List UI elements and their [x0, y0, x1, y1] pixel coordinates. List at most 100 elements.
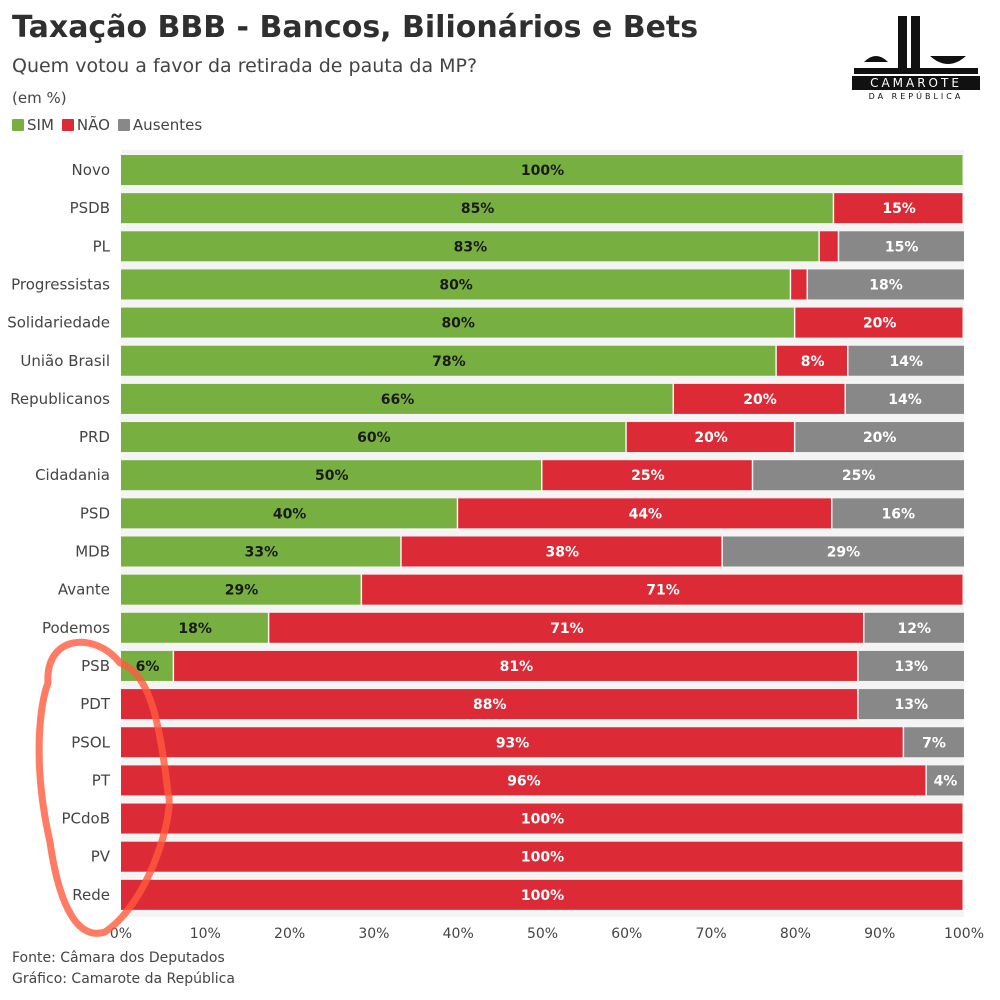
data-label: 29% [827, 545, 861, 561]
legend-label-ausentes: Ausentes [132, 116, 203, 134]
category-label: PL [93, 237, 111, 255]
bar-segment-não [121, 689, 858, 720]
bar-segment-não [776, 345, 848, 376]
legend-label-nao: NÃO [76, 116, 110, 134]
plot-background [121, 150, 964, 917]
bar-segment-sim [121, 383, 673, 414]
category-label: MDB [75, 543, 110, 561]
data-label: 100% [521, 850, 564, 866]
bar-segment-ausentes [858, 689, 964, 720]
data-label: 100% [521, 163, 564, 179]
credit-note: Gráfico: Camarote da República [12, 971, 235, 987]
bar-segment-sim [121, 612, 268, 643]
bar-segment-não [362, 574, 963, 605]
x-tick-label: 10% [190, 926, 221, 942]
data-label: 25% [631, 468, 665, 484]
category-label: PV [91, 848, 111, 866]
category-label: União Brasil [20, 352, 110, 370]
bar-segment-ausentes [864, 612, 964, 643]
bar-segment-não [626, 422, 794, 453]
legend-label-sim: SIM [27, 116, 54, 134]
camarote-logo: CAMAROTE DA REPÚBLICA [848, 12, 984, 101]
bar-segment-não [791, 269, 807, 300]
bar-segment-sim [121, 193, 833, 224]
x-tick-label: 100% [944, 926, 984, 942]
data-label: 66% [381, 392, 415, 408]
data-label: 100% [521, 812, 564, 828]
data-label: 18% [869, 277, 903, 293]
chart-unit: (em %) [12, 89, 67, 107]
data-label: 81% [500, 659, 534, 675]
bar-segment-ausentes [848, 345, 964, 376]
data-label: 12% [898, 621, 932, 637]
data-label: 88% [473, 697, 507, 713]
category-label: Novo [72, 161, 110, 179]
bar-segment-ausentes [926, 765, 964, 796]
bar-segment-não [121, 841, 963, 872]
data-label: 100% [521, 888, 564, 904]
category-label: PSB [81, 657, 110, 675]
data-label: 7% [922, 735, 946, 751]
data-label: 15% [882, 201, 916, 217]
data-label: 29% [225, 583, 259, 599]
bar-segment-não [121, 727, 903, 758]
data-label: 13% [895, 697, 929, 713]
bar-segment-não [174, 650, 858, 681]
data-label: 4% [934, 773, 958, 789]
legend-item-sim: SIM [12, 116, 54, 134]
source-note: Fonte: Câmara dos Deputados [12, 950, 225, 966]
bar-segment-não [121, 879, 963, 910]
data-label: 80% [441, 316, 475, 332]
category-label: Podemos [42, 619, 110, 637]
annotation-circle [35, 638, 173, 937]
bar-segment-sim [121, 231, 819, 262]
bar-segment-não [819, 231, 838, 262]
data-label: 18% [178, 621, 212, 637]
bar-segment-sim [121, 307, 794, 338]
bar-segment-ausentes [832, 498, 964, 529]
data-label: 14% [889, 354, 923, 370]
legend-swatch-ausentes [117, 119, 130, 131]
bar-segment-não [834, 193, 963, 224]
category-label: PT [92, 771, 111, 789]
data-label: 16% [881, 506, 915, 522]
category-label: PSOL [71, 733, 110, 751]
logo-main-text: CAMAROTE [852, 76, 980, 90]
bar-segment-não [121, 803, 963, 834]
x-tick-label: 0% [110, 926, 132, 942]
x-tick-label: 90% [864, 926, 895, 942]
legend-swatch-sim [12, 119, 24, 131]
logo-sub-text: DA REPÚBLICA [868, 92, 964, 101]
category-label: PSD [80, 504, 110, 522]
data-label: 6% [136, 659, 160, 675]
data-label: 60% [357, 430, 391, 446]
category-label: Rede [72, 886, 110, 904]
bar-segment-não [458, 498, 831, 529]
data-label: 50% [315, 468, 349, 484]
data-label: 20% [863, 316, 897, 332]
category-label: Republicanos [10, 390, 110, 408]
category-label: Solidariedade [7, 314, 110, 332]
bar-segment-sim [121, 155, 963, 185]
bar-segment-ausentes [858, 650, 964, 681]
data-label: 96% [507, 773, 541, 789]
legend-swatch-nao [61, 119, 74, 131]
bar-segment-sim [121, 345, 776, 376]
data-label: 40% [273, 506, 307, 522]
category-label: PDT [80, 695, 111, 713]
chart-subtitle: Quem votou a favor da retirada de pauta … [12, 55, 478, 77]
legend-item-nao: NÃO [61, 116, 110, 134]
x-tick-label: 50% [527, 926, 558, 942]
x-tick-label: 80% [780, 926, 811, 942]
chart-legend: SIM NÃO Ausentes [12, 116, 202, 134]
data-label: 71% [550, 621, 584, 637]
category-label: PRD [79, 428, 110, 446]
bar-segment-sim [121, 422, 626, 453]
data-label: 13% [895, 659, 929, 675]
data-label: 38% [546, 545, 580, 561]
bar-segment-sim [121, 498, 457, 529]
data-label: 8% [801, 354, 825, 370]
bar-segment-não [795, 307, 963, 338]
bar-segment-ausentes [904, 727, 964, 758]
bar-segment-sim [121, 460, 541, 491]
